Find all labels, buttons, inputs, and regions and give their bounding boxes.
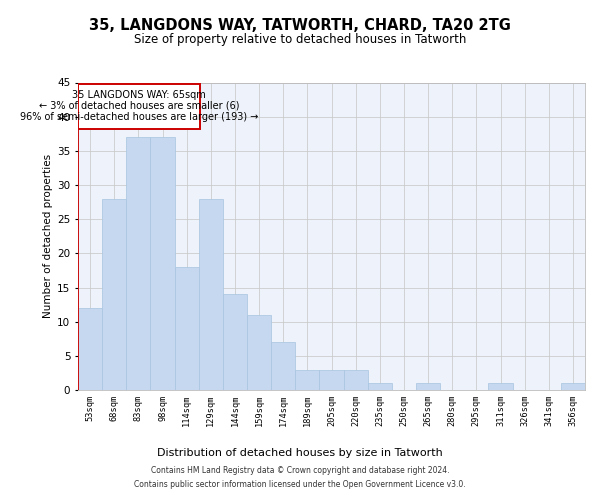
- Bar: [271, 342, 295, 390]
- Bar: [319, 370, 344, 390]
- Text: ← 3% of detached houses are smaller (6): ← 3% of detached houses are smaller (6): [39, 101, 239, 111]
- Bar: [223, 294, 247, 390]
- Text: Contains HM Land Registry data © Crown copyright and database right 2024.
Contai: Contains HM Land Registry data © Crown c…: [134, 466, 466, 489]
- FancyBboxPatch shape: [78, 84, 200, 129]
- Bar: [295, 370, 319, 390]
- Y-axis label: Number of detached properties: Number of detached properties: [43, 154, 53, 318]
- Bar: [488, 383, 512, 390]
- Text: 96% of semi-detached houses are larger (193) →: 96% of semi-detached houses are larger (…: [20, 112, 258, 122]
- Text: 35, LANGDONS WAY, TATWORTH, CHARD, TA20 2TG: 35, LANGDONS WAY, TATWORTH, CHARD, TA20 …: [89, 18, 511, 32]
- Text: 35 LANGDONS WAY: 65sqm: 35 LANGDONS WAY: 65sqm: [72, 90, 206, 100]
- Text: Distribution of detached houses by size in Tatworth: Distribution of detached houses by size …: [157, 448, 443, 458]
- Bar: [102, 198, 126, 390]
- Bar: [368, 383, 392, 390]
- Bar: [199, 198, 223, 390]
- Bar: [78, 308, 102, 390]
- Bar: [344, 370, 368, 390]
- Bar: [126, 137, 151, 390]
- Bar: [151, 137, 175, 390]
- Bar: [416, 383, 440, 390]
- Bar: [247, 315, 271, 390]
- Bar: [561, 383, 585, 390]
- Bar: [175, 267, 199, 390]
- Text: Size of property relative to detached houses in Tatworth: Size of property relative to detached ho…: [134, 32, 466, 46]
